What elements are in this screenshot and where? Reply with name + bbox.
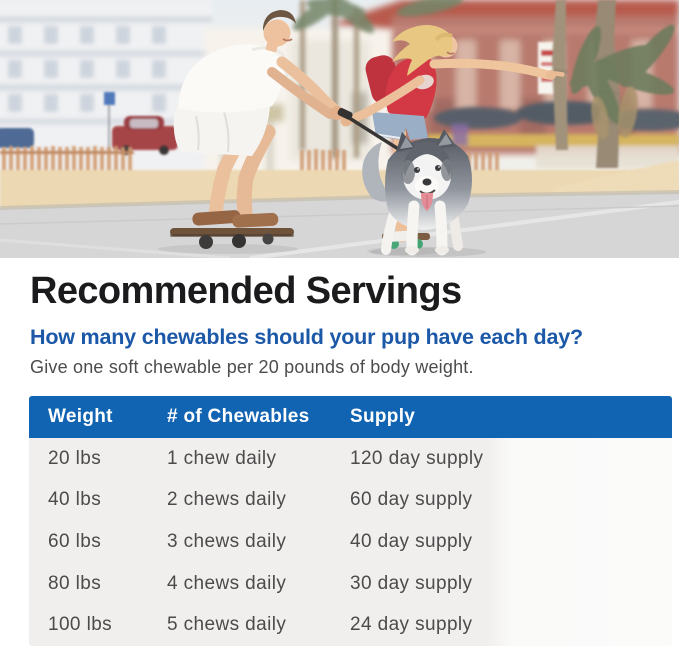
table-header-row: Weight # of Chewables Supply [29,396,672,438]
cell-supply: 40 day supply [350,530,473,552]
cell-chews: 1 chew daily [167,447,277,469]
instruction-text: Give one soft chewable per 20 pounds of … [30,357,474,377]
table-row: 60 lbs 3 chews daily 40 day supply [29,521,672,563]
column-header-supply: Supply [350,406,416,427]
table-row: 40 lbs 2 chews daily 60 day supply [29,480,672,522]
table-body: 20 lbs 1 chew daily 120 day supply 40 lb… [29,438,672,646]
husky-dog [362,129,472,256]
cell-weight: 100 lbs [48,614,113,636]
cell-weight: 60 lbs [48,530,102,552]
parked-cars [0,92,178,155]
cell-weight: 20 lbs [48,447,102,469]
cell-chews: 4 chews daily [167,572,287,594]
sunlight-haze [0,0,679,258]
cell-supply: 24 day supply [350,614,473,636]
man-figure [170,10,353,249]
cell-supply: 60 day supply [350,489,473,511]
cell-weight: 40 lbs [48,489,102,511]
cell-chews: 5 chews daily [167,614,287,636]
cell-supply: 30 day supply [350,572,473,594]
chewables-photo [487,438,672,646]
column-header-weight: Weight [48,406,113,427]
table-row: 80 lbs 4 chews daily 30 day supply [29,563,672,605]
cell-supply: 120 day supply [350,447,484,469]
boardwalk-pavement [0,190,679,258]
column-header-chewables: # of Chewables [167,406,310,427]
page-title: Recommended Servings [30,270,462,312]
servings-section: Recommended Servings How many chewables … [0,271,679,646]
woman-figure [340,25,565,249]
table-row: 100 lbs 5 chews daily 24 day supply [29,604,672,646]
table-row: 20 lbs 1 chew daily 120 day supply [29,438,672,480]
cell-chews: 3 chews daily [167,530,287,552]
cell-weight: 80 lbs [48,572,102,594]
cell-chews: 2 chews daily [167,489,287,511]
subheading-question: How many chewables should your pup have … [30,325,583,349]
servings-table: Weight # of Chewables Supply 20 lbs 1 ch… [29,396,672,646]
hero-photo [0,0,679,258]
